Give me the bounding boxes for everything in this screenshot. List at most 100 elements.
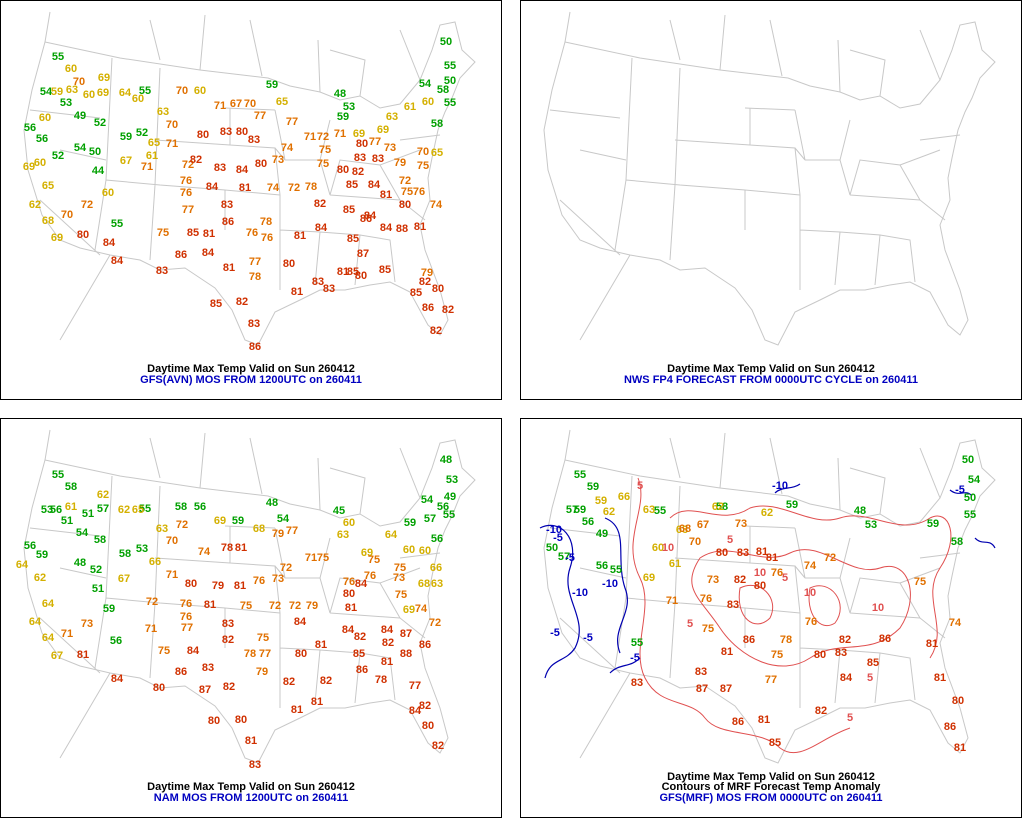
station-value: 79 xyxy=(272,528,284,540)
station-value: 71 xyxy=(334,128,346,140)
station-value: 56 xyxy=(194,501,206,513)
station-value: 84 xyxy=(342,624,355,636)
station-value: 59 xyxy=(103,603,115,615)
station-value: 58 xyxy=(94,534,106,546)
station-value: 83 xyxy=(312,276,324,288)
station-value: 72 xyxy=(146,596,158,608)
station-value: 70 xyxy=(689,536,701,548)
station-value: 76 xyxy=(364,570,376,582)
anomaly-contour xyxy=(604,517,641,674)
station-value: 48 xyxy=(334,88,346,100)
station-value: 80 xyxy=(399,199,411,211)
panel-nam: Daytime Max Temp Valid on Sun 260412 NAM… xyxy=(0,418,502,818)
station-value: 60 xyxy=(102,187,114,199)
station-value: 53 xyxy=(865,519,877,531)
station-value: 75 xyxy=(417,160,429,172)
anomaly-contour xyxy=(691,549,911,667)
station-value: 83 xyxy=(695,666,707,678)
station-value: 84 xyxy=(409,705,422,717)
station-value: 55 xyxy=(444,97,456,109)
station-value: 81 xyxy=(239,182,251,194)
station-value: 48 xyxy=(74,557,86,569)
station-value: 83 xyxy=(323,283,335,295)
station-value: 80 xyxy=(283,258,295,270)
station-value: 61 xyxy=(146,150,158,162)
station-value: 45 xyxy=(333,505,345,517)
station-value: 82 xyxy=(283,676,295,688)
station-value: 75 xyxy=(158,645,170,657)
station-value: 74 xyxy=(267,182,280,194)
station-value: 68 xyxy=(679,523,691,535)
station-value: 86 xyxy=(222,216,234,228)
station-value: 56 xyxy=(431,533,443,545)
station-value: 55 xyxy=(654,505,666,517)
station-value: 55 xyxy=(111,218,123,230)
station-value: 72 xyxy=(429,617,441,629)
station-value: 81 xyxy=(234,580,246,592)
station-value: 5 xyxy=(782,572,788,584)
anomaly-contour xyxy=(774,483,996,549)
station-value: 54 xyxy=(421,494,434,506)
station-value: 76 xyxy=(180,175,192,187)
station-value: 79 xyxy=(256,666,268,678)
station-value: 68 xyxy=(253,523,265,535)
station-value: 81 xyxy=(721,646,733,658)
station-value: 55 xyxy=(574,469,586,481)
station-value: 5 xyxy=(637,480,643,492)
station-value: 60 xyxy=(65,63,77,75)
station-value: 79 xyxy=(394,157,406,169)
station-value: 71 xyxy=(141,161,153,173)
station-value: 76 xyxy=(180,187,192,199)
station-value: 63 xyxy=(386,111,398,123)
station-value: 50 xyxy=(964,492,976,504)
station-value: 76 xyxy=(253,575,265,587)
station-value: 82 xyxy=(432,740,444,752)
station-value: 55 xyxy=(444,60,456,72)
station-value: 75 xyxy=(317,552,329,564)
station-value: 81 xyxy=(414,221,426,233)
station-value: 75 xyxy=(702,623,714,635)
station-value: 72 xyxy=(280,562,292,574)
station-value: 84 xyxy=(111,255,124,267)
station-value: 82 xyxy=(314,198,326,210)
station-value: 71 xyxy=(666,595,678,607)
station-value: 58 xyxy=(437,84,449,96)
station-value: 59 xyxy=(587,481,599,493)
station-value: 81 xyxy=(245,735,257,747)
panel-subtitle: Contours of MRF Forecast Temp Anomaly xyxy=(662,781,882,793)
station-value: 81 xyxy=(926,638,938,650)
station-value: 75 xyxy=(401,186,413,198)
station-value: 86 xyxy=(879,633,891,645)
station-value: 62 xyxy=(118,504,130,516)
panel-title: Daytime Max Temp Valid on Sun 260412 xyxy=(667,363,875,375)
station-value: 65 xyxy=(42,180,54,192)
station-value: 59 xyxy=(404,517,416,529)
station-value: 73 xyxy=(272,573,284,585)
panel-subtitle: NAM MOS FROM 1200UTC on 260411 xyxy=(154,792,348,804)
station-value: 58 xyxy=(175,501,187,513)
station-value: 55 xyxy=(610,564,622,576)
station-value: 62 xyxy=(712,501,724,513)
station-value: 69 xyxy=(377,124,389,136)
station-value: 51 xyxy=(92,583,104,595)
panel-frame xyxy=(0,418,502,818)
station-value: 63 xyxy=(431,578,443,590)
station-value: 81 xyxy=(311,696,323,708)
station-value: 81 xyxy=(235,542,247,554)
station-value: 52 xyxy=(52,150,64,162)
station-value: 55 xyxy=(631,637,643,649)
station-value: 71 xyxy=(166,569,178,581)
station-value: 86 xyxy=(356,664,368,676)
station-value: 83 xyxy=(221,199,233,211)
station-value: 86 xyxy=(944,721,956,733)
station-value: 84 xyxy=(355,578,368,590)
station-value: 81 xyxy=(345,602,357,614)
station-value: 77 xyxy=(409,680,421,692)
station-value: 56 xyxy=(596,560,608,572)
station-value: 63 xyxy=(676,524,688,536)
station-value: 81 xyxy=(766,552,778,564)
station-value: 72 xyxy=(399,175,411,187)
station-value: 5 xyxy=(727,534,733,546)
